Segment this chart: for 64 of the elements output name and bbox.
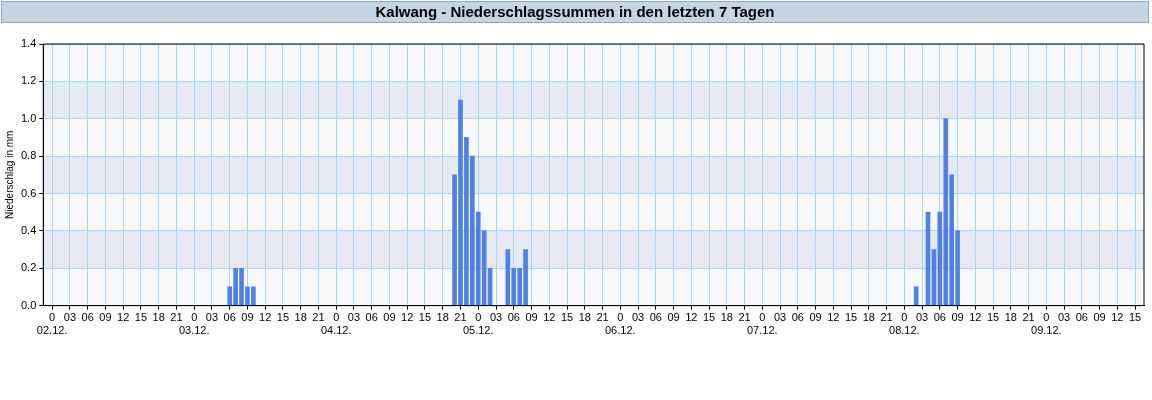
x-tick-label: 12	[259, 311, 272, 324]
x-tick-label: 15	[560, 311, 574, 324]
x-tick-label: 06	[1075, 311, 1088, 324]
x-tick-label: 09	[1093, 311, 1106, 324]
x-tick-label: 03	[347, 311, 361, 324]
y-tick-label: 0.2	[20, 261, 37, 274]
y-axis-title: Niederschlag in mm	[3, 130, 15, 219]
x-tick-label: 03	[1057, 311, 1071, 324]
x-tick-label: 18	[720, 311, 733, 324]
x-tick-label: 09	[667, 311, 680, 324]
x-tick-label: 06	[791, 311, 804, 324]
x-tick-label: 18	[1004, 311, 1017, 324]
x-tick-label: 09	[99, 311, 112, 324]
x-tick-label: 21	[596, 311, 609, 324]
x-tick-label: 09	[383, 311, 396, 324]
x-tick-label: 03	[489, 311, 503, 324]
x-tick-label: 06	[649, 311, 662, 324]
x-tick-label: 12	[827, 311, 840, 324]
x-tick-label: 18	[152, 311, 165, 324]
y-tick-label: 0.8	[20, 149, 37, 162]
x-tick-label: 21	[170, 311, 183, 324]
x-tick-label: 18	[578, 311, 591, 324]
x-tick-label: 06	[81, 311, 94, 324]
x-tick-label: 21	[1022, 311, 1035, 324]
x-tick-label: 21	[880, 311, 893, 324]
x-tick-label: 06	[365, 311, 378, 324]
x-tick-label: 03	[205, 311, 219, 324]
x-tick-label: 06	[507, 311, 520, 324]
x-tick-label: 06	[933, 311, 946, 324]
y-tick-label: 1.0	[20, 111, 37, 124]
x-tick-label: 12	[1111, 311, 1124, 324]
y-tick-label: 1.2	[20, 74, 37, 87]
x-tick-label: 09	[241, 311, 254, 324]
y-tick-label: 0.4	[20, 223, 37, 236]
x-tick-label: 21	[312, 311, 325, 324]
x-tick-label: 15	[986, 311, 1000, 324]
x-tick-label: 18	[436, 311, 449, 324]
x-tick-label: 12	[117, 311, 130, 324]
x-tick-label: 03	[63, 311, 77, 324]
x-tick-label: 18	[862, 311, 875, 324]
x-tick-label: 06	[223, 311, 236, 324]
y-tick-label: 1.4	[20, 37, 37, 50]
y-tick-label: 0.6	[20, 186, 37, 199]
x-tick-label: 15	[418, 311, 432, 324]
x-tick-label: 03	[915, 311, 929, 324]
x-tick-label: 09	[951, 311, 964, 324]
x-tick-label: 09	[525, 311, 538, 324]
x-tick-label: 03	[631, 311, 645, 324]
x-tick-label: 15	[702, 311, 716, 324]
x-tick-label: 18	[294, 311, 307, 324]
x-tick-label: 15	[1129, 311, 1142, 324]
x-tick-label: 12	[969, 311, 982, 324]
x-tick-label: 12	[685, 311, 698, 324]
x-tick-label: 15	[844, 311, 858, 324]
chart-title: Kalwang - Niederschlagssummen in den letzten 7 Tagen	[1, 1, 1149, 23]
x-tick-label: 15	[134, 311, 148, 324]
x-tick-label: 09	[809, 311, 822, 324]
y-tick-label: 0.0	[20, 298, 37, 311]
x-tick-label: 15	[276, 311, 290, 324]
x-tick-label: 03	[773, 311, 787, 324]
x-tick-label: 12	[543, 311, 556, 324]
x-tick-label: 21	[738, 311, 751, 324]
x-tick-label: 21	[454, 311, 467, 324]
x-tick-label: 12	[401, 311, 414, 324]
